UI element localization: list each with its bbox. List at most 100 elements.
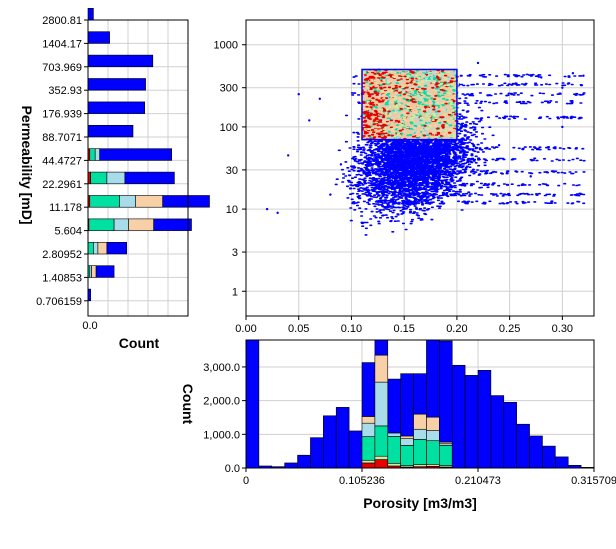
count-axis-title-bottom: Count [180,384,196,425]
porosity-hist-y-tick-label: 0.0 [225,463,240,475]
porosity-hist-y-tick-label: 1,000.0 [203,429,240,441]
porosity-bar-blue [451,364,466,469]
porosity-bar-blue [426,339,440,418]
perm-tick-label: 5.604 [54,226,82,238]
crossplot-point [497,143,501,147]
perm-bar-blue [87,31,110,44]
perm-tick-label: 1404.17 [42,38,82,50]
porosity-bar-blue [464,375,479,469]
perm-bar-teal [88,218,115,231]
perm-bar-peach [91,265,97,278]
porosity-bar-teal [439,445,453,466]
perm-tick-label: 2.80952 [42,249,82,261]
porosity-bar-teal [361,436,376,461]
crossplot-x-tick-label: 0.10 [341,323,362,335]
perm-bar-blue [153,218,192,231]
porosity-bar-red [361,462,376,469]
perm-bar-teal [87,241,94,255]
perm-bar-lightblue [94,148,100,161]
porosity-bar-lightgreen [374,455,389,460]
perm-bar-blue [162,195,210,208]
porosity-bar-blue [542,445,556,469]
porosity-bar-lightblue [413,428,427,440]
crossplot-point [297,93,300,96]
crossplot-x-tick-label: 0.20 [446,323,467,335]
perm-bar-teal [90,171,108,185]
crossplot-point [476,61,480,65]
porosity-bar-red [374,459,389,469]
porosity-bar-blue [348,430,363,469]
perm-bar-lightblue [119,195,137,208]
porosity-bar-lightgreen [413,464,427,467]
crossplot-point [286,154,290,157]
porosity-bar-blue [335,407,350,469]
crossplot-x-tick-label: 0.30 [552,323,573,335]
perm-bar-blue [87,124,134,138]
crossplot-y-tick-label: 300 [220,83,238,95]
perm-tick-label: 1.40853 [42,272,82,284]
crossplot-point [339,163,343,166]
porosity-bar-blue [490,395,505,469]
porosity-bar-blue [477,370,492,469]
permeability-axis-title: Permeability [mD] [19,105,35,224]
porosity-bar-lightgreen [426,463,440,467]
crossplot-point [582,74,585,77]
perm-bar-teal [89,148,96,161]
porosity-bar-blue [387,378,401,434]
perm-bar-blue [87,78,146,91]
perm-bar-lightblue [93,241,99,255]
count-axis-title-left: Count [119,335,160,351]
porosity-bar-blue [413,373,427,415]
perm-bar-blue [99,148,172,161]
crossplot-point [561,86,564,89]
porosity-bar-peach [426,416,440,431]
porosity-bar-lightblue [374,381,389,427]
porosity-bar-lightgreen [361,459,376,464]
crossplot-point [329,193,332,196]
perm-bar-blue [87,101,146,114]
cutoff-points-cluster [361,68,459,140]
porosity-bar-blue [310,437,324,469]
perm-tick-label: 352.93 [48,85,82,97]
porosity-hist-y-tick-label: 3,000.0 [203,362,240,374]
porosity-bar-peach [413,413,427,430]
porosity-bar-blue [503,402,517,469]
porosity-bar-blue [284,462,298,469]
perm-bar-peach [135,195,163,208]
crossplot-point [276,211,279,215]
crossplot-point [540,76,543,79]
permeability-histogram-frame [87,19,189,317]
porosity-bar-blue [529,435,543,469]
porosity-histogram: 0 0.105236 0.210473 0.315709 0.0 1,000.0 2,00… [180,339,616,511]
crossplot-point [571,72,575,75]
porosity-histogram-frame [245,339,595,469]
porosity-hist-x-tick-label: 0.315709 [571,475,616,487]
crossplot-point [318,97,322,100]
porosity-hist-x-tick-label: 0.105236 [339,475,385,487]
perm-bar-peach [128,218,155,231]
crossplot-x-tick-label: 0.15 [393,323,414,335]
perm-bar-blue [95,265,115,278]
porosity-bar-lightblue [400,438,414,446]
porosity-bar-peach [400,435,414,439]
crossplot-x-tick-label: 0.00 [235,323,256,335]
porosity-bar-teal [426,440,440,465]
perm-bar-blue [87,8,94,21]
crossplot-frame [245,19,595,317]
perm-bar-blue [124,171,175,185]
permeability-histogram: 2800.81 1404.17 703.969 352.93 176.939 88.707… [19,8,210,351]
perm-tick-label: 11.178 [49,202,82,214]
porosity-bar-blue [374,339,389,356]
porosity-bar-blue [297,454,311,469]
porosity-hist-x-tick-label: 0.210473 [455,475,501,487]
porosity-bar-lightblue [426,430,440,442]
crossplot-y-tick-label: 1 [232,286,238,298]
crossplot-y-tick-label: 10 [226,204,238,216]
crossplot-point [308,119,311,122]
perm-bar-teal [89,195,120,208]
perm-tick-label: 22.2961 [42,179,82,191]
porosity-bar-blue [439,340,453,443]
crossplot-x-tick-label: 0.25 [499,323,520,335]
porosity-bar-teal [413,439,427,465]
